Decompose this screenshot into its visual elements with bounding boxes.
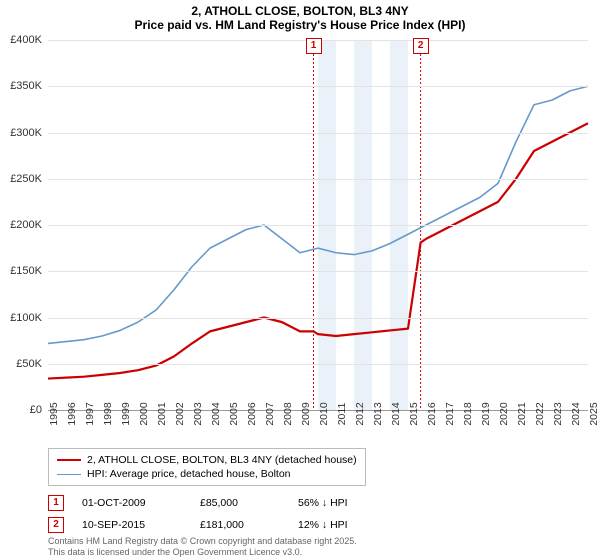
x-tick-label: 2013	[372, 402, 384, 425]
legend-row: 2, ATHOLL CLOSE, BOLTON, BL3 4NY (detach…	[57, 453, 357, 467]
sale-row: 2 10-SEP-2015 £181,000 12% ↓ HPI	[48, 514, 588, 536]
x-tick-label: 2019	[480, 402, 492, 425]
x-tick-label: 2000	[138, 402, 150, 425]
legend-row: HPI: Average price, detached house, Bolt…	[57, 467, 357, 481]
address-title: 2, ATHOLL CLOSE, BOLTON, BL3 4NY	[0, 4, 600, 18]
x-tick-label: 2001	[156, 402, 168, 425]
series-hpi	[48, 86, 588, 343]
y-tick-label: £50K	[0, 358, 42, 370]
x-tick-label: 2014	[390, 402, 402, 425]
y-gridline	[48, 271, 588, 272]
y-gridline	[48, 225, 588, 226]
sale-row-marker: 2	[48, 517, 64, 533]
sales-table: 1 01-OCT-2009 £85,000 56% ↓ HPI 2 10-SEP-2015…	[48, 492, 588, 536]
y-tick-label: £250K	[0, 173, 42, 185]
y-tick-label: £200K	[0, 219, 42, 231]
sale-price: £85,000	[200, 497, 280, 509]
x-tick-label: 2024	[570, 402, 582, 425]
x-tick-label: 2006	[246, 402, 258, 425]
x-tick-label: 1995	[48, 402, 60, 425]
footer-line2: This data is licensed under the Open Gov…	[48, 547, 357, 558]
x-tick-label: 2004	[210, 402, 222, 425]
sale-marker-box: 1	[306, 38, 322, 54]
x-tick-label: 2012	[354, 402, 366, 425]
y-tick-label: £350K	[0, 80, 42, 92]
legend-swatch	[57, 459, 81, 461]
x-tick-label: 2005	[228, 402, 240, 425]
y-tick-label: £400K	[0, 34, 42, 46]
title-block: 2, ATHOLL CLOSE, BOLTON, BL3 4NY Price p…	[0, 0, 600, 32]
x-tick-label: 2010	[318, 402, 330, 425]
x-tick-label: 2007	[264, 402, 276, 425]
sale-marker-box: 2	[413, 38, 429, 54]
x-tick-label: 2016	[426, 402, 438, 425]
y-gridline	[48, 86, 588, 87]
x-tick-label: 2009	[300, 402, 312, 425]
x-tick-label: 2018	[462, 402, 474, 425]
y-tick-label: £150K	[0, 265, 42, 277]
sale-row-marker: 1	[48, 495, 64, 511]
legend-box: 2, ATHOLL CLOSE, BOLTON, BL3 4NY (detach…	[48, 448, 366, 486]
sale-price: £181,000	[200, 519, 280, 531]
x-tick-label: 1999	[120, 402, 132, 425]
x-tick-label: 2022	[534, 402, 546, 425]
legend: 2, ATHOLL CLOSE, BOLTON, BL3 4NY (detach…	[48, 448, 588, 486]
x-tick-label: 2008	[282, 402, 294, 425]
legend-swatch	[57, 474, 81, 475]
y-tick-label: £100K	[0, 312, 42, 324]
chart-container: 2, ATHOLL CLOSE, BOLTON, BL3 4NY Price p…	[0, 0, 600, 560]
x-tick-label: 2020	[498, 402, 510, 425]
x-tick-label: 2002	[174, 402, 186, 425]
sale-row: 1 01-OCT-2009 £85,000 56% ↓ HPI	[48, 492, 588, 514]
y-tick-label: £0	[0, 404, 42, 416]
sale-date: 10-SEP-2015	[82, 519, 182, 531]
x-tick-label: 2003	[192, 402, 204, 425]
x-tick-label: 2011	[336, 403, 348, 426]
y-gridline	[48, 179, 588, 180]
x-tick-label: 2025	[588, 402, 600, 425]
x-tick-label: 2021	[516, 402, 528, 425]
x-tick-label: 1997	[84, 402, 96, 425]
x-tick-label: 1996	[66, 402, 78, 425]
y-gridline	[48, 318, 588, 319]
y-gridline	[48, 133, 588, 134]
legend-label: 2, ATHOLL CLOSE, BOLTON, BL3 4NY (detach…	[87, 454, 357, 466]
x-tick-label: 2015	[408, 402, 420, 425]
x-tick-label: 2023	[552, 402, 564, 425]
x-tick-label: 1998	[102, 402, 114, 425]
x-tick-label: 2017	[444, 402, 456, 425]
y-tick-label: £300K	[0, 127, 42, 139]
footer-line1: Contains HM Land Registry data © Crown c…	[48, 536, 357, 547]
chart-area: £0£50K£100K£150K£200K£250K£300K£350K£400…	[48, 40, 588, 411]
sale-diff: 12% ↓ HPI	[298, 519, 418, 531]
subtitle: Price paid vs. HM Land Registry's House …	[0, 18, 600, 32]
footer: Contains HM Land Registry data © Crown c…	[48, 536, 357, 558]
y-gridline	[48, 364, 588, 365]
sale-diff: 56% ↓ HPI	[298, 497, 418, 509]
sale-date: 01-OCT-2009	[82, 497, 182, 509]
legend-label: HPI: Average price, detached house, Bolt…	[87, 468, 291, 480]
